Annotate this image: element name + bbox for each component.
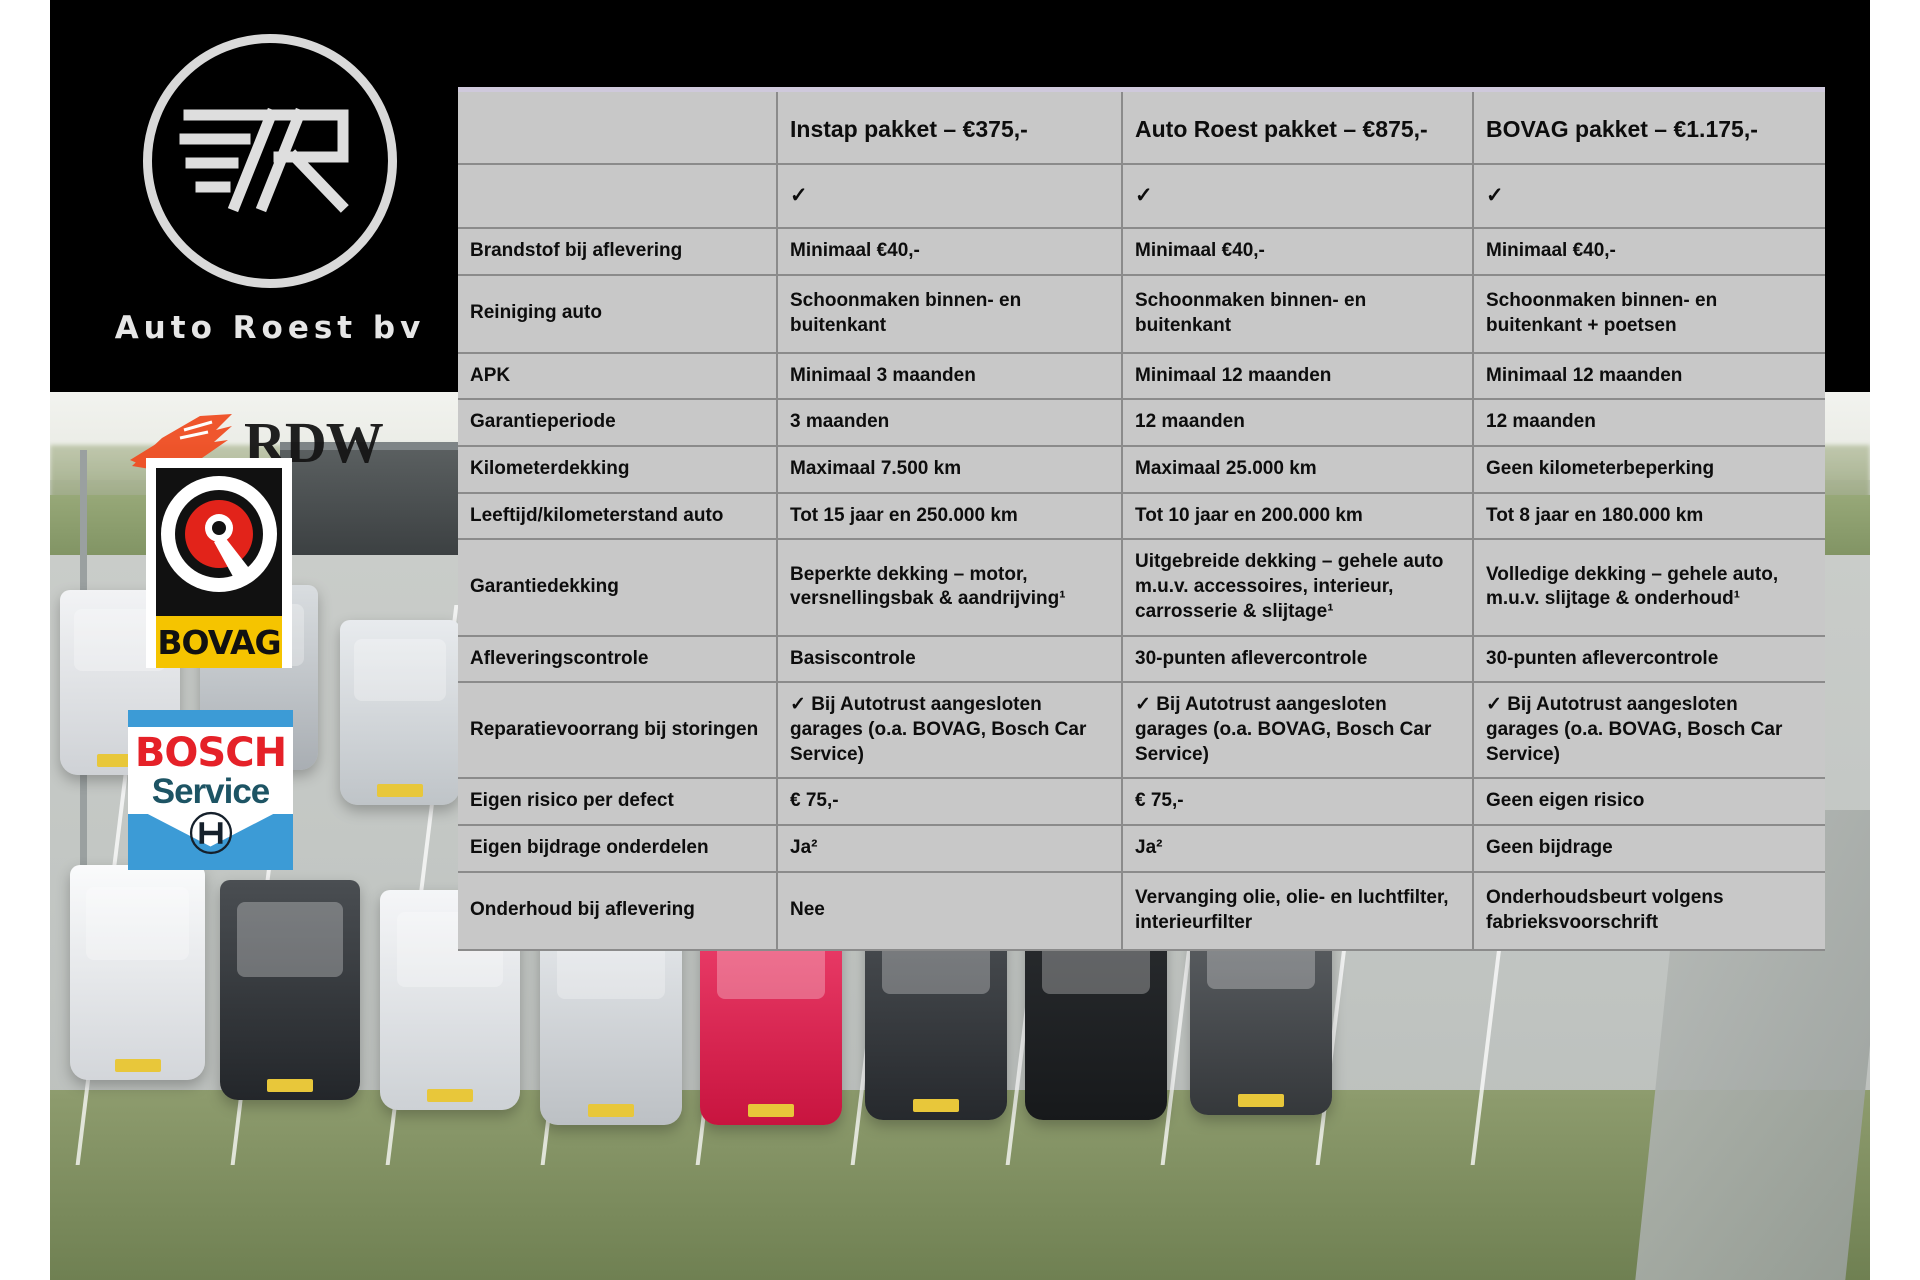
- table-row: Garantiedekking Beperkte dekking – motor…: [458, 539, 1825, 637]
- row-label-garantiedekking: Garantiedekking: [458, 539, 778, 637]
- column-header-auto-roest-pakket: Auto Roest pakket – €875,-: [1122, 92, 1474, 165]
- cell-value: Maximaal 25.000 km: [1122, 446, 1474, 494]
- row-label-garantieperiode: Garantieperiode: [458, 399, 778, 448]
- rdw-lion-icon: [130, 414, 232, 472]
- row-label-onderhoud: Onderhoud bij aflevering: [458, 871, 778, 951]
- row-label-leeftijd-kilometerstand: Leeftijd/kilometerstand auto: [458, 492, 778, 541]
- cell-value: Beperkte dekking – motor, versnellingsba…: [777, 539, 1123, 637]
- cell-value: € 75,-: [777, 778, 1123, 826]
- cell-value: Geen kilometerbeperking: [1473, 446, 1825, 494]
- bovag-wordmark-band: BOVAG: [156, 616, 282, 668]
- check-icon: ✓: [1473, 164, 1825, 229]
- check-icon: ✓: [1122, 164, 1474, 229]
- cell-value: 3 maanden: [777, 399, 1123, 448]
- bovag-wordmark: BOVAG: [157, 622, 281, 662]
- table-row: Leeftijd/kilometerstand auto Tot 15 jaar…: [458, 492, 1825, 541]
- cell-value: Ja²: [1122, 824, 1474, 873]
- bovag-mark-icon: [156, 468, 282, 616]
- cell-value: ✓ Bij Autotrust aangesloten garages (o.a…: [777, 682, 1123, 780]
- cell-value: Geen eigen risico: [1473, 778, 1825, 826]
- cell-value: Minimaal €40,-: [1473, 228, 1825, 276]
- table-row: Eigen bijdrage onderdelen Ja² Ja² Geen b…: [458, 824, 1825, 873]
- cell-value: Nee: [777, 871, 1123, 951]
- cell-value: 12 maanden: [1122, 399, 1474, 448]
- table-row: Garantieperiode 3 maanden 12 maanden 12 …: [458, 399, 1825, 448]
- table-row: Afleveringscontrole Basiscontrole 30-pun…: [458, 635, 1825, 684]
- row-label: [458, 164, 778, 229]
- brand-name: Auto Roest bv: [114, 310, 426, 346]
- cell-value: Vervanging olie, olie- en luchtfilter, i…: [1122, 871, 1474, 951]
- table-row: ✓ ✓ ✓: [458, 164, 1825, 229]
- row-label-brandstof: Brandstof bij aflevering: [458, 228, 778, 276]
- auto-roest-logo-icon: [143, 34, 397, 288]
- bosch-wordmark: BOSCH: [134, 730, 287, 776]
- check-icon: ✓: [777, 164, 1123, 229]
- row-label-eigen-bijdrage: Eigen bijdrage onderdelen: [458, 824, 778, 873]
- table-row: Eigen risico per defect € 75,- € 75,- Ge…: [458, 778, 1825, 826]
- grass-verge: [50, 1090, 1870, 1280]
- cell-value: Geen bijdrage: [1473, 824, 1825, 873]
- cell-value: Uitgebreide dekking – gehele auto m.u.v.…: [1122, 539, 1474, 637]
- cell-value: Tot 15 jaar en 250.000 km: [777, 492, 1123, 541]
- cell-value: ✓ Bij Autotrust aangesloten garages (o.a…: [1122, 682, 1474, 780]
- bosch-service-wordmark: Service: [151, 772, 271, 811]
- cell-value: Minimaal 12 maanden: [1122, 352, 1474, 401]
- row-label-afleveringscontrole: Afleveringscontrole: [458, 635, 778, 684]
- table-row: Onderhoud bij aflevering Nee Vervanging …: [458, 871, 1825, 951]
- row-label-apk: APK: [458, 352, 778, 401]
- cell-value: 30-punten aflevercontrole: [1473, 635, 1825, 684]
- cell-value: Onderhoudsbeurt volgens fabrieksvoorschr…: [1473, 871, 1825, 951]
- cell-value: Minimaal 12 maanden: [1473, 352, 1825, 401]
- cell-value: Schoonmaken binnen- en buitenkant: [1122, 274, 1474, 354]
- table-header-row: Instap pakket – €375,- Auto Roest pakket…: [458, 92, 1825, 165]
- cell-value: Minimaal €40,-: [1122, 228, 1474, 276]
- cell-value: 12 maanden: [1473, 399, 1825, 448]
- row-label-kilometerdekking: Kilometerdekking: [458, 446, 778, 494]
- parked-car: [220, 880, 360, 1100]
- cell-value: Schoonmaken binnen- en buitenkant: [777, 274, 1123, 354]
- parked-car: [340, 620, 460, 805]
- cell-value: € 75,-: [1122, 778, 1474, 826]
- cell-value: Basiscontrole: [777, 635, 1123, 684]
- column-header-bovag-pakket: BOVAG pakket – €1.175,-: [1473, 92, 1825, 165]
- cell-value: ✓ Bij Autotrust aangesloten garages (o.a…: [1473, 682, 1825, 780]
- row-label-eigen-risico: Eigen risico per defect: [458, 778, 778, 826]
- table-row: Reiniging auto Schoonmaken binnen- en bu…: [458, 274, 1825, 354]
- brand-logo: Auto Roest bv: [110, 18, 430, 378]
- table-row: Reparatievoorrang bij storingen ✓ Bij Au…: [458, 682, 1825, 780]
- row-label-reparatievoorrang: Reparatievoorrang bij storingen: [458, 682, 778, 780]
- cell-value: Tot 8 jaar en 180.000 km: [1473, 492, 1825, 541]
- cell-value: 30-punten aflevercontrole: [1122, 635, 1474, 684]
- cell-value: Maximaal 7.500 km: [777, 446, 1123, 494]
- bosch-top-band: [128, 710, 293, 727]
- column-header-feature: [458, 92, 778, 165]
- cell-value: Ja²: [777, 824, 1123, 873]
- cell-value: Tot 10 jaar en 200.000 km: [1122, 492, 1474, 541]
- cell-value: Schoonmaken binnen- en buitenkant + poet…: [1473, 274, 1825, 354]
- bovag-logo: BOVAG: [146, 458, 292, 668]
- cell-value: Minimaal €40,-: [777, 228, 1123, 276]
- table-row: Brandstof bij aflevering Minimaal €40,- …: [458, 228, 1825, 276]
- row-label-reiniging: Reiniging auto: [458, 274, 778, 354]
- warranty-package-comparison-table: Instap pakket – €375,- Auto Roest pakket…: [458, 92, 1825, 951]
- cell-value: Minimaal 3 maanden: [777, 352, 1123, 401]
- cell-value: Volledige dekking – gehele auto, m.u.v. …: [1473, 539, 1825, 637]
- table-row: APK Minimaal 3 maanden Minimaal 12 maand…: [458, 352, 1825, 401]
- bosch-service-logo: BOSCH Service: [128, 710, 293, 870]
- table-row: Kilometerdekking Maximaal 7.500 km Maxim…: [458, 446, 1825, 494]
- bosch-armature-icon: [189, 811, 232, 855]
- column-header-instap-pakket: Instap pakket – €375,-: [777, 92, 1123, 165]
- parked-car: [70, 865, 205, 1080]
- comparison-table-container: Instap pakket – €375,- Auto Roest pakket…: [458, 87, 1825, 1210]
- parked-car: [380, 890, 520, 1110]
